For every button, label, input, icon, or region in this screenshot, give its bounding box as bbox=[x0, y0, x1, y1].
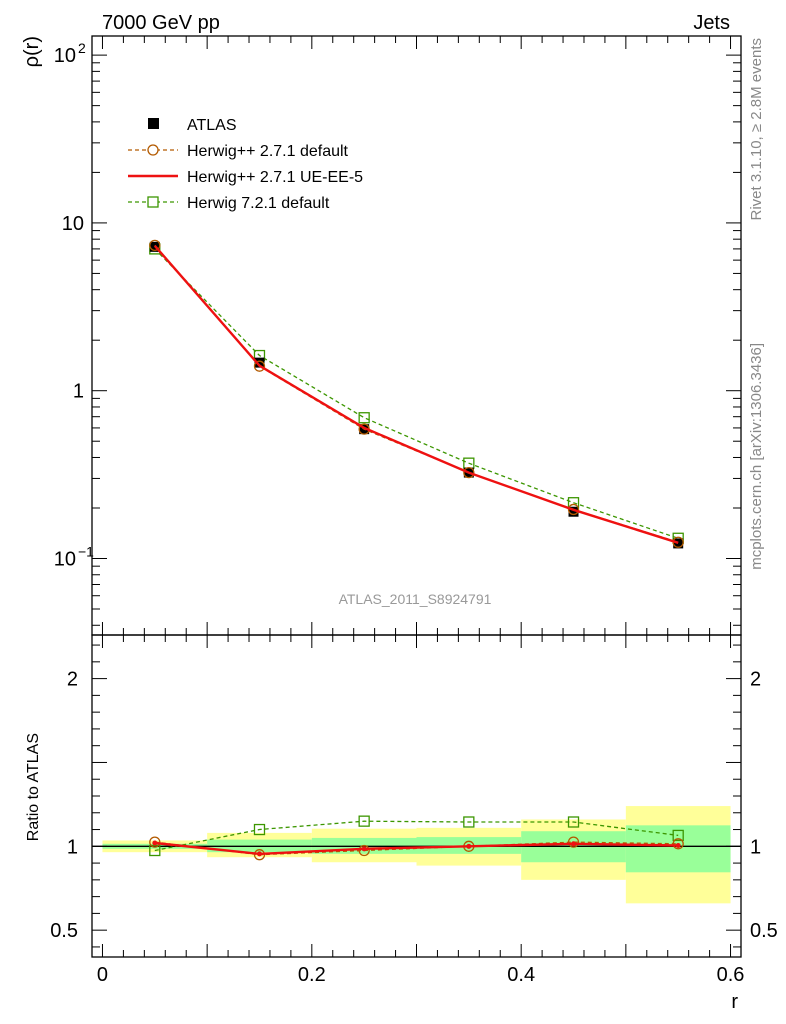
herwig_ueee5-marker bbox=[361, 846, 367, 852]
herwig_default-marker bbox=[567, 503, 580, 516]
atlas-data-point bbox=[673, 538, 684, 549]
herwig_ueee5-line bbox=[153, 245, 679, 544]
legend-marker-herwig721 bbox=[147, 196, 159, 208]
x-tick-label: 0.2 bbox=[298, 964, 326, 986]
header-right: Jets bbox=[693, 12, 730, 34]
ratio-y-title: Ratio to ATLAS bbox=[25, 733, 42, 841]
y-tick-exponent: −1 bbox=[78, 543, 94, 559]
herwig_default-marker bbox=[149, 239, 161, 251]
herwig721-marker bbox=[358, 815, 370, 827]
herwig_ueee5-marker bbox=[571, 841, 577, 847]
herwig_default-marker bbox=[567, 836, 580, 848]
y-tick-exponent: 2 bbox=[78, 40, 86, 56]
y-tick-label: 10 bbox=[54, 548, 76, 570]
y-tick-label: 1 bbox=[73, 381, 84, 403]
herwig_ueee5-marker bbox=[152, 840, 158, 846]
y-tick-label-right: 2 bbox=[750, 669, 761, 691]
mcplots-label: mcplots.cern.ch [arXiv:1306.3436] bbox=[748, 343, 765, 570]
atlas-data-point bbox=[254, 357, 265, 368]
herwig721-marker bbox=[358, 412, 370, 424]
y-tick-label-right: 1 bbox=[750, 836, 761, 858]
rivet-label: Rivet 3.1.10, ≥ 2.8M events bbox=[748, 38, 765, 221]
herwig_ueee5-marker bbox=[675, 842, 681, 848]
herwig_default-line bbox=[154, 244, 679, 543]
legend-label: Herwig++ 2.7.1 default bbox=[187, 143, 349, 160]
atlas-data-point bbox=[568, 506, 579, 517]
herwig721-marker bbox=[567, 816, 580, 828]
y-tick-label: 0.5 bbox=[50, 920, 78, 942]
x-axis-title: r bbox=[731, 991, 738, 1013]
herwig_default-marker bbox=[463, 466, 475, 479]
herwig_ueee5-marker bbox=[256, 851, 262, 857]
y-tick-label-right: 0.5 bbox=[750, 920, 778, 942]
legend-marker-herwig_default bbox=[147, 144, 159, 156]
herwig_default-marker bbox=[149, 836, 161, 848]
herwig_default-marker bbox=[358, 844, 370, 857]
herwig_default-marker bbox=[672, 838, 684, 850]
y-tick-label: 2 bbox=[67, 669, 78, 691]
analysis-watermark: ATLAS_2011_S8924791 bbox=[339, 591, 492, 607]
herwig_ueee5-marker bbox=[466, 843, 472, 849]
herwig_default-marker bbox=[253, 360, 266, 372]
header-left: 7000 GeV pp bbox=[102, 12, 220, 34]
legend: ATLAS Herwig++ 2.7.1 default Herwig++ 2.7.… bbox=[128, 117, 363, 212]
herwig721-marker bbox=[463, 816, 475, 828]
x-tick-label: 0 bbox=[97, 964, 108, 986]
x-tick-label: 0.6 bbox=[717, 964, 745, 986]
herwig721-marker bbox=[149, 844, 161, 857]
y-tick-label: 10 bbox=[62, 213, 84, 235]
legend-label: Herwig++ 2.7.1 UE-EE-5 bbox=[187, 169, 363, 186]
legend-marker-atlas bbox=[148, 118, 159, 129]
ratio-plot: 0 0.2 0.4 0.6 2 2 1 1 0.5 0.5 bbox=[50, 634, 778, 986]
herwig721-marker bbox=[253, 823, 266, 836]
main-y-title: ρ(r) bbox=[21, 36, 43, 67]
herwig721-line bbox=[154, 248, 679, 539]
herwig721-marker bbox=[672, 829, 684, 842]
x-tick-label: 0.4 bbox=[507, 964, 535, 986]
y-tick-label: 1 bbox=[67, 836, 78, 858]
herwig_ueee5-line bbox=[154, 841, 679, 856]
legend-label: Herwig 7.2.1 default bbox=[187, 195, 330, 212]
ratio-plot-frame bbox=[91, 634, 742, 958]
y-tick-label: 10 bbox=[54, 45, 76, 67]
legend-label: ATLAS bbox=[187, 117, 237, 134]
